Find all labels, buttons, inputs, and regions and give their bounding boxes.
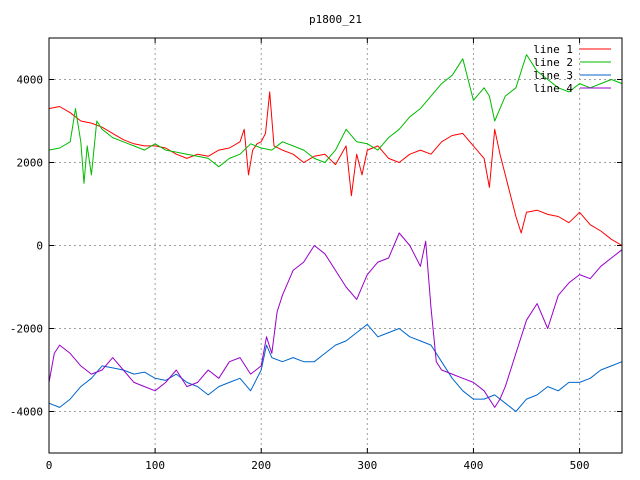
x-tick-label: 400 [464, 459, 484, 472]
x-tick-label: 200 [251, 459, 271, 472]
plot-frame [48, 37, 623, 454]
chart-title: p1800_21 [309, 13, 362, 26]
legend-label-3: line 3 [533, 69, 573, 82]
legend-label-2: line 2 [533, 56, 573, 69]
x-tick-label: 100 [145, 459, 165, 472]
series-line-2 [48, 54, 623, 184]
y-tick-label: 2000 [17, 157, 44, 170]
x-tick-label: 300 [357, 459, 377, 472]
series-line-1 [48, 91, 623, 246]
legend-label-1: line 1 [533, 43, 573, 56]
legend-label-4: line 4 [533, 82, 573, 95]
y-tick-label: -2000 [10, 323, 43, 336]
x-tick-label: 500 [570, 459, 590, 472]
y-tick-label: 0 [36, 240, 43, 253]
series-line-4 [48, 232, 623, 408]
x-tick-label: 0 [46, 459, 53, 472]
axes: 0 100 200 300 400 500 -4000 -2000 0 2000 4000 [10, 38, 622, 472]
grid [48, 38, 622, 453]
y-tick-label: -4000 [10, 406, 43, 419]
series-group [48, 54, 623, 412]
series-line-3 [48, 323, 623, 412]
y-tick-label: 4000 [17, 74, 44, 87]
